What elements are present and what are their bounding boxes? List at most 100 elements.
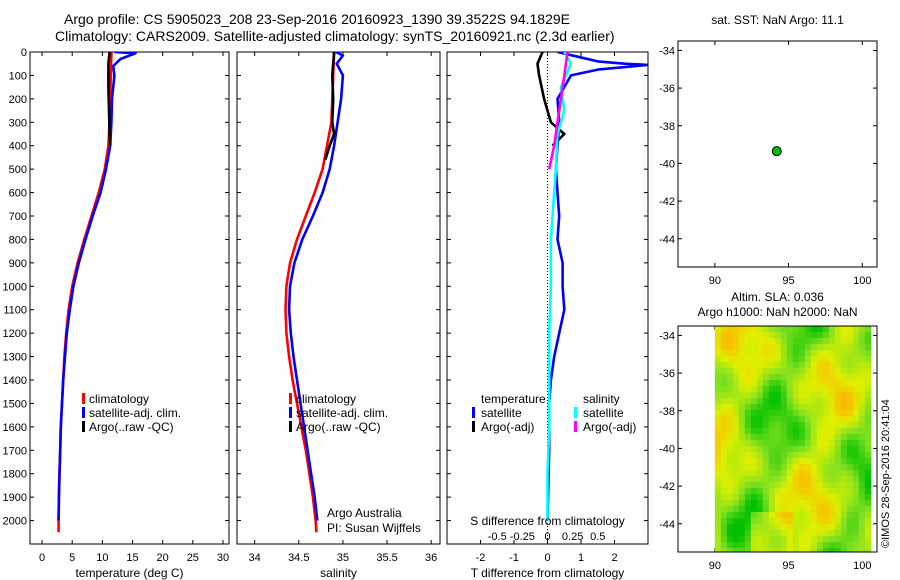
heatmap-cell	[774, 488, 782, 495]
heatmap-cell	[720, 512, 728, 519]
heatmap-cell	[834, 404, 842, 411]
heatmap-cell	[816, 344, 824, 351]
heatmap-cell	[864, 368, 872, 375]
legend-label: climatology	[89, 392, 149, 406]
heatmap-cell	[738, 464, 746, 471]
heatmap-cell	[750, 542, 758, 549]
y-tick-label: 1300	[3, 352, 27, 364]
y-tick-label: 1700	[3, 445, 27, 457]
heatmap-cell	[744, 452, 752, 459]
heatmap-cell	[750, 416, 758, 423]
heatmap-cell	[798, 386, 806, 393]
heatmap-cell	[714, 494, 722, 501]
heatmap-cell	[804, 458, 812, 465]
heatmap-cell	[756, 410, 764, 417]
heatmap-cell	[756, 548, 764, 552]
y-tick-label: 500	[9, 164, 27, 176]
heatmap-cell	[834, 476, 842, 483]
heatmap-cell	[840, 362, 848, 369]
heatmap-cell	[726, 464, 734, 471]
heatmap-cell	[852, 494, 860, 501]
heatmap-cell	[792, 452, 800, 459]
heatmap-cell	[774, 458, 782, 465]
heatmap-cell	[804, 374, 812, 381]
heatmap-cell	[792, 356, 800, 363]
heatmap-cell	[732, 482, 740, 489]
heatmap-cell	[792, 410, 800, 417]
x-tick-label: 34.5	[288, 552, 309, 564]
heatmap-cell	[816, 356, 824, 363]
heatmap-cell	[714, 464, 722, 471]
heatmap-cell	[816, 548, 824, 552]
heatmap-cell	[846, 518, 854, 525]
heatmap-cell	[828, 380, 836, 387]
heatmap-cell	[762, 416, 770, 423]
heatmap-cell	[738, 476, 746, 483]
heatmap-cell	[768, 452, 776, 459]
heatmap-cell	[768, 482, 776, 489]
heatmap-cell	[798, 530, 806, 537]
heatmap-cell	[750, 374, 758, 381]
heatmap-cell	[828, 446, 836, 453]
heatmap-cell	[834, 326, 842, 333]
heatmap-cell	[852, 362, 860, 369]
heatmap-cell	[774, 428, 782, 435]
heatmap-cell	[798, 464, 806, 471]
heatmap-cell	[834, 350, 842, 357]
heatmap-cell	[798, 350, 806, 357]
heatmap-cell	[822, 404, 830, 411]
heatmap-cell	[726, 368, 734, 375]
heatmap-cell	[768, 500, 776, 507]
heatmap-cell	[714, 344, 722, 351]
heatmap-cell	[738, 368, 746, 375]
heatmap-cell	[744, 350, 752, 357]
heatmap-cell	[780, 524, 788, 531]
heatmap-cell	[846, 440, 854, 447]
heatmap-cell	[732, 452, 740, 459]
heatmap-cell	[798, 458, 806, 465]
heatmap-cell	[804, 476, 812, 483]
heatmap-cell	[738, 404, 746, 411]
heatmap-cell	[744, 512, 752, 519]
heatmap-cell	[756, 338, 764, 345]
heatmap-cell	[810, 404, 818, 411]
heatmap-cell	[804, 482, 812, 489]
heatmap-cell	[780, 476, 788, 483]
heatmap-cell	[786, 530, 794, 537]
heatmap-cell	[720, 440, 728, 447]
heatmap-cell	[846, 524, 854, 531]
legend-label: satellite	[583, 406, 624, 420]
heatmap-cell	[750, 380, 758, 387]
heatmap-cell	[738, 386, 746, 393]
y-tick-label: -38	[659, 121, 675, 133]
heatmap-cell	[738, 530, 746, 537]
legend-label: satellite-adj. clim.	[89, 406, 181, 420]
heatmap-cell	[822, 506, 830, 513]
heatmap-cell	[852, 422, 860, 429]
heatmap-cell	[768, 416, 776, 423]
heatmap-cell	[840, 470, 848, 477]
heatmap-cell	[720, 470, 728, 477]
heatmap-cell	[762, 368, 770, 375]
heatmap-cell	[828, 326, 836, 333]
heatmap-cell	[768, 488, 776, 495]
heatmap-cell	[792, 536, 800, 543]
heatmap-cell	[762, 488, 770, 495]
heatmap-cell	[828, 434, 836, 441]
heatmap-cell	[744, 386, 752, 393]
heatmap-cell	[846, 452, 854, 459]
heatmap-cell	[822, 530, 830, 537]
heatmap-cell	[744, 434, 752, 441]
heatmap-cell	[726, 488, 734, 495]
heatmap-cell	[732, 440, 740, 447]
legend-label: Argo(-adj)	[481, 420, 534, 434]
heatmap-cell	[732, 518, 740, 525]
heatmap-cell	[750, 548, 758, 552]
heatmap-cell	[828, 482, 836, 489]
heatmap-cell	[738, 452, 746, 459]
heatmap-cell	[762, 518, 770, 525]
heatmap-cell	[732, 500, 740, 507]
heatmap-cell	[864, 404, 872, 411]
legend-swatch	[289, 421, 292, 432]
heatmap-cell	[846, 512, 854, 519]
